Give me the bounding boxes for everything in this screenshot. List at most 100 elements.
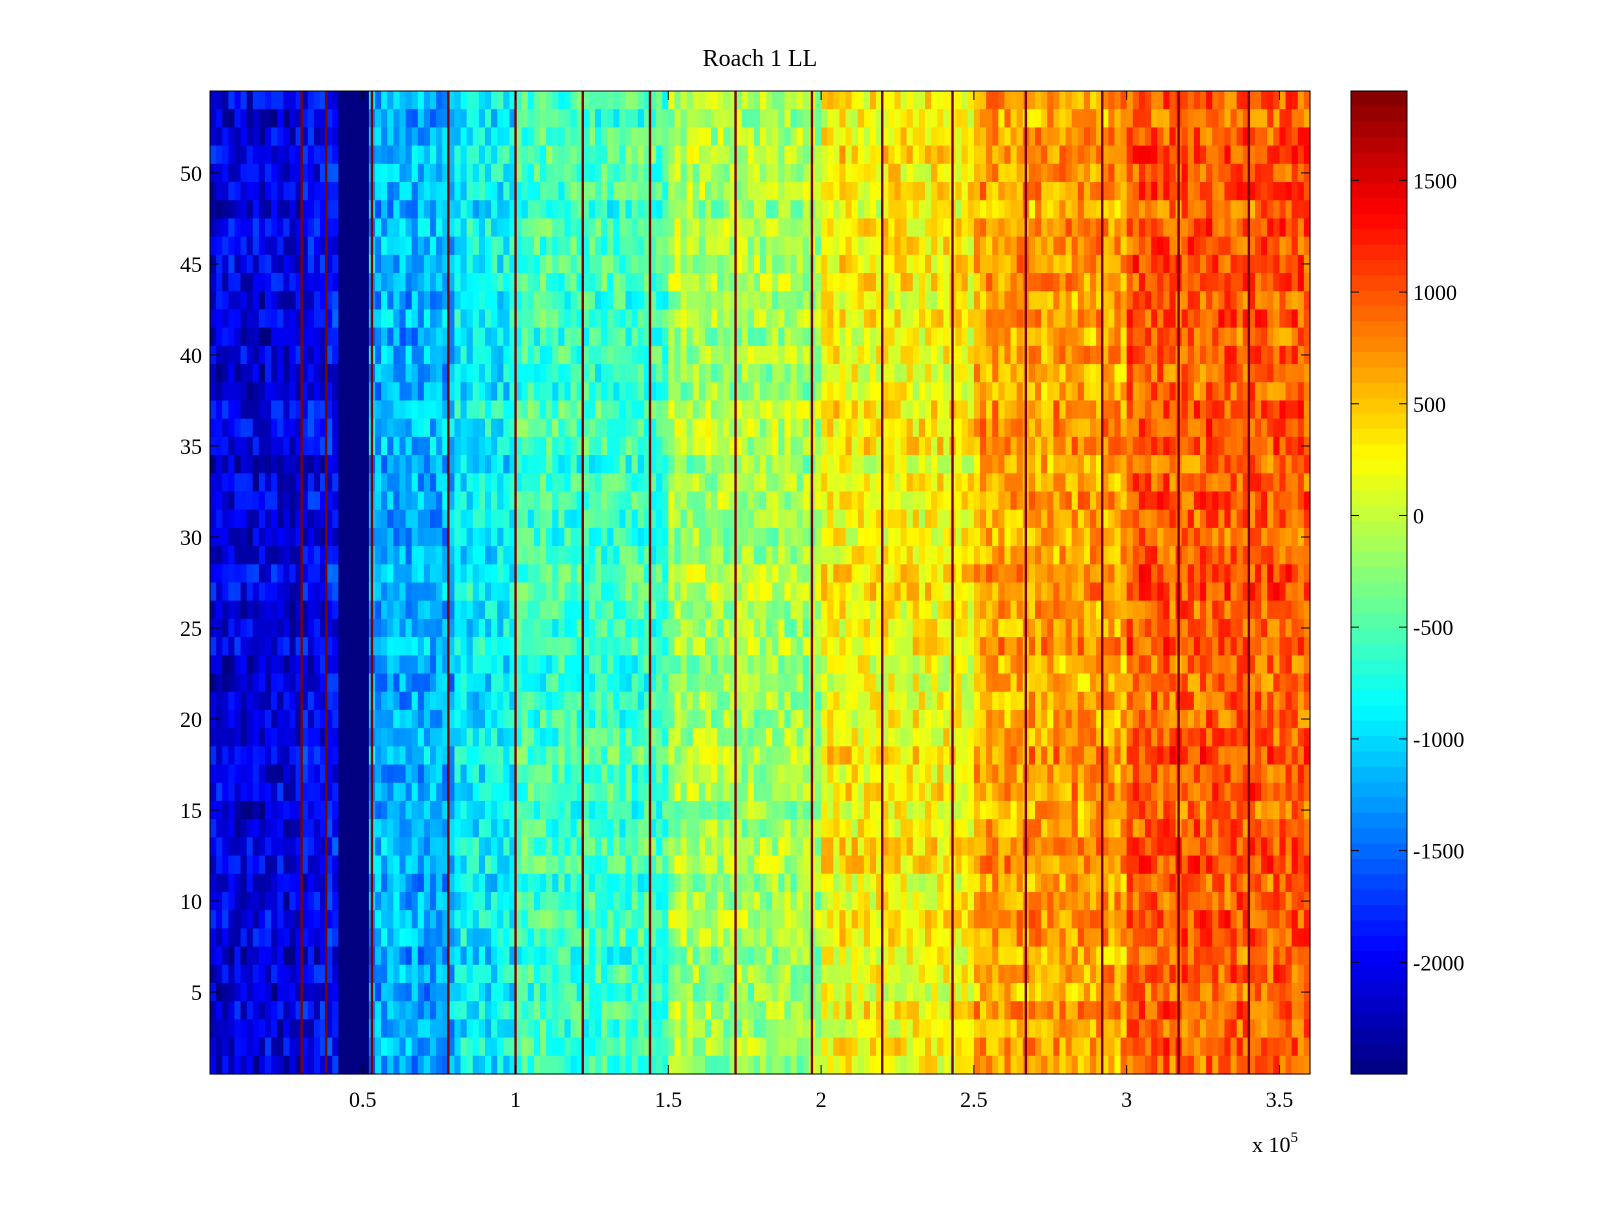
heatmap-cell [595, 746, 602, 766]
heatmap-cell [674, 782, 682, 802]
heatmap-cell [228, 218, 236, 238]
heatmap-cell [436, 782, 443, 802]
heatmap-cell [423, 582, 431, 602]
heatmap-cell [595, 1019, 602, 1039]
heatmap-cell [601, 1001, 608, 1020]
heatmap-cell [723, 655, 731, 675]
heatmap-cell [753, 127, 761, 147]
heatmap-cell [222, 600, 229, 620]
heatmap-cell [637, 964, 645, 984]
heatmap-cell [705, 509, 712, 529]
heatmap-cell [295, 618, 303, 638]
heatmap-cell [356, 673, 364, 693]
heatmap-cell [295, 819, 303, 838]
heatmap-cell [582, 946, 590, 966]
heatmap-cell [411, 218, 419, 238]
heatmap-cell [533, 254, 541, 274]
heatmap-cell [711, 855, 718, 875]
heatmap-cell [680, 1037, 688, 1057]
heatmap-cell [320, 709, 327, 729]
heatmap-cell [607, 600, 614, 620]
heatmap-cell [271, 127, 278, 147]
heatmap-cell [533, 618, 541, 638]
heatmap-cell [320, 473, 327, 493]
heatmap-cell [643, 709, 651, 729]
heatmap-cell [698, 182, 706, 201]
heatmap-cell [760, 655, 767, 675]
heatmap-cell [417, 163, 425, 183]
heatmap-cell [442, 218, 449, 238]
heatmap-cell [723, 309, 731, 329]
heatmap-cell [637, 1001, 645, 1020]
heatmap-cell [491, 509, 498, 529]
heatmap-cell [295, 491, 303, 511]
heatmap-cell [252, 200, 260, 220]
heatmap-cell [289, 418, 297, 438]
heatmap-cell [662, 455, 669, 474]
heatmap-cell [570, 728, 578, 747]
heatmap-cell [698, 691, 706, 711]
heatmap-cell [216, 109, 223, 128]
heatmap-cell [350, 145, 358, 165]
heatmap-cell [448, 873, 456, 893]
heatmap-cell [674, 527, 682, 547]
heatmap-cell [509, 600, 517, 620]
heatmap-cell [485, 254, 492, 274]
heatmap-cell [527, 946, 535, 966]
heatmap-cell [350, 964, 358, 984]
heatmap-cell [497, 200, 504, 220]
heatmap-cell [491, 1055, 498, 1075]
heatmap-cell [546, 873, 553, 893]
heatmap-cell [478, 855, 486, 875]
heatmap-cell [246, 946, 254, 966]
heatmap-cell [527, 709, 535, 729]
heatmap-cell [210, 109, 217, 128]
heatmap-cell [258, 273, 266, 292]
heatmap-cell [546, 946, 553, 966]
heatmap-cell [527, 382, 535, 402]
heatmap-cell [387, 964, 394, 984]
heatmap-cell [393, 600, 401, 620]
heatmap-cell [485, 364, 492, 383]
heatmap-cell [643, 236, 651, 256]
heatmap-cell [387, 273, 394, 292]
heatmap-cell [527, 236, 535, 256]
heatmap-cell [631, 254, 639, 274]
heatmap-cell [497, 946, 504, 966]
heatmap-cell [747, 436, 755, 456]
heatmap-cell [717, 345, 724, 365]
heatmap-cell [515, 691, 523, 711]
heatmap-cell [485, 764, 492, 784]
heatmap-cell [460, 637, 468, 656]
heatmap-cell [540, 491, 547, 511]
heatmap-cell [601, 982, 608, 1002]
heatmap-cell [705, 309, 712, 329]
heatmap-cell [344, 309, 352, 329]
heatmap-cell [570, 418, 578, 438]
heatmap-cell [674, 1055, 682, 1075]
heatmap-cell [411, 109, 419, 128]
heatmap-cell [228, 564, 236, 584]
heatmap-cell [674, 400, 682, 420]
heatmap-cell [760, 345, 767, 365]
heatmap-cell [252, 145, 260, 165]
heatmap-cell [515, 327, 523, 347]
heatmap-cell [411, 254, 419, 274]
heatmap-cell [326, 527, 333, 547]
heatmap-cell [234, 491, 242, 511]
heatmap-cell [595, 527, 602, 547]
heatmap-cell [533, 691, 541, 711]
heatmap-cell [405, 254, 413, 274]
heatmap-cell [711, 873, 718, 893]
heatmap-cell [643, 127, 651, 147]
heatmap-cell [735, 473, 743, 493]
heatmap-cell [601, 618, 608, 638]
heatmap-cell [411, 309, 419, 329]
heatmap-cell [686, 600, 694, 620]
heatmap-cell [643, 218, 651, 238]
heatmap-cell [760, 455, 767, 474]
heatmap-cell [301, 764, 309, 784]
heatmap-cell [662, 345, 669, 365]
heatmap-cell [466, 236, 474, 256]
heatmap-cell [607, 837, 614, 857]
